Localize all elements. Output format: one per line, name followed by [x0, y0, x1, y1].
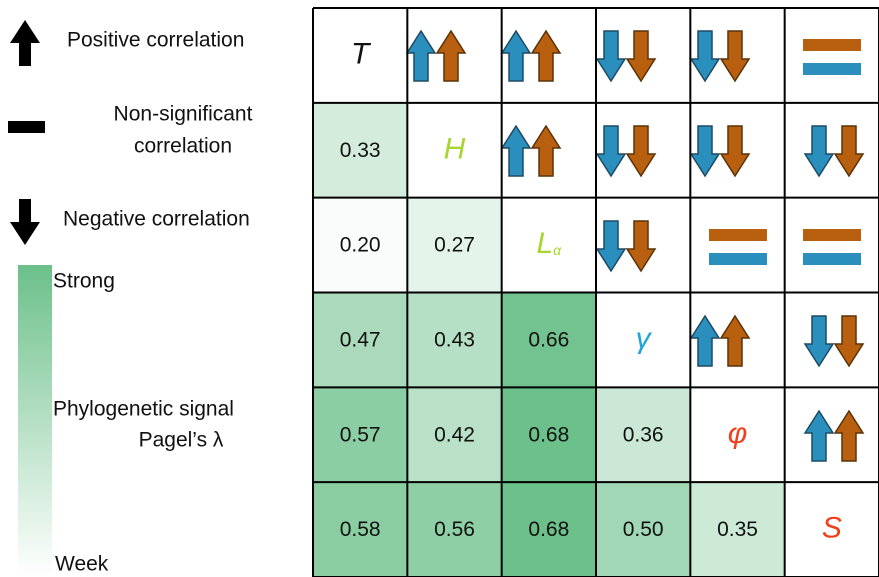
cell-bg	[596, 387, 691, 483]
positive-arrows	[501, 125, 561, 177]
diagonal-text: H	[444, 132, 466, 165]
cell-value: 0.66	[528, 328, 569, 351]
diagonal-text: S	[822, 512, 842, 545]
diagonal-label: T	[351, 37, 372, 70]
cell-bg	[407, 197, 502, 293]
positive-icon	[10, 20, 40, 66]
cell-value: 0.43	[434, 328, 475, 351]
cell-bg	[313, 482, 408, 577]
legend-positive: Positive correlation	[67, 29, 244, 52]
diagonal-label: H	[444, 132, 466, 165]
cell-value: 0.20	[340, 234, 381, 257]
legend-nonsignificant: correlation	[134, 135, 232, 158]
cell-value: 0.58	[340, 518, 381, 541]
legend-signal: Phylogenetic signal	[53, 398, 234, 421]
positive-arrows	[690, 315, 750, 367]
cell-bg	[313, 102, 408, 198]
nonsignificant-icon	[8, 121, 45, 133]
diagonal-label: Lα	[536, 227, 562, 260]
nonsignificant-bars	[803, 229, 861, 265]
nonsignificant-bars	[803, 39, 861, 75]
diagonal-label: φ	[728, 417, 748, 450]
positive-arrows	[804, 410, 864, 462]
cell-value: 0.50	[623, 518, 664, 541]
signal-gradient	[18, 265, 52, 577]
negative-arrows	[690, 30, 750, 82]
nonsignificant-bars	[709, 229, 767, 265]
legend-weak: Week	[55, 553, 109, 576]
cell-value: 0.68	[528, 423, 569, 446]
diagonal-text: φ	[728, 417, 748, 450]
negative-icon	[10, 199, 40, 245]
cell-value: 0.35	[717, 518, 758, 541]
cell-value: 0.36	[623, 423, 664, 446]
diagonal-label: S	[822, 512, 842, 545]
cell-bg	[690, 482, 785, 577]
diagonal-label: γ	[636, 322, 653, 355]
positive-arrows	[406, 30, 466, 82]
cell-bg	[313, 197, 408, 293]
legend-signal: Pagel’s λ	[139, 429, 224, 452]
diagonal-text: T	[351, 37, 372, 70]
positive-arrows	[501, 30, 561, 82]
cell-value: 0.42	[434, 423, 475, 446]
cell-bg	[596, 482, 691, 577]
cell-bg	[407, 482, 502, 577]
negative-arrows	[690, 125, 750, 177]
cell-value: 0.68	[528, 518, 569, 541]
cell-bg	[313, 387, 408, 483]
negative-arrows	[596, 30, 656, 82]
cell-value: 0.57	[340, 423, 381, 446]
negative-arrows	[596, 125, 656, 177]
cell-value: 0.33	[340, 139, 381, 162]
legend-negative: Negative correlation	[63, 208, 250, 231]
cell-bg	[501, 387, 596, 483]
diagonal-text: L	[536, 227, 553, 260]
cell-bg	[407, 387, 502, 483]
legend-nonsignificant: Non-significant	[114, 103, 253, 126]
diagonal-text: γ	[636, 322, 653, 355]
legend-strong: Strong	[53, 270, 115, 293]
cell-bg	[501, 292, 596, 388]
cell-bg	[501, 482, 596, 577]
cell-value: 0.56	[434, 518, 475, 541]
negative-arrows	[804, 125, 864, 177]
cell-bg	[313, 292, 408, 388]
cell-value: 0.27	[434, 234, 475, 257]
diagonal-subscript: α	[553, 242, 562, 258]
cell-value: 0.47	[340, 328, 381, 351]
negative-arrows	[804, 315, 864, 367]
negative-arrows	[596, 220, 656, 272]
cell-bg	[407, 292, 502, 388]
